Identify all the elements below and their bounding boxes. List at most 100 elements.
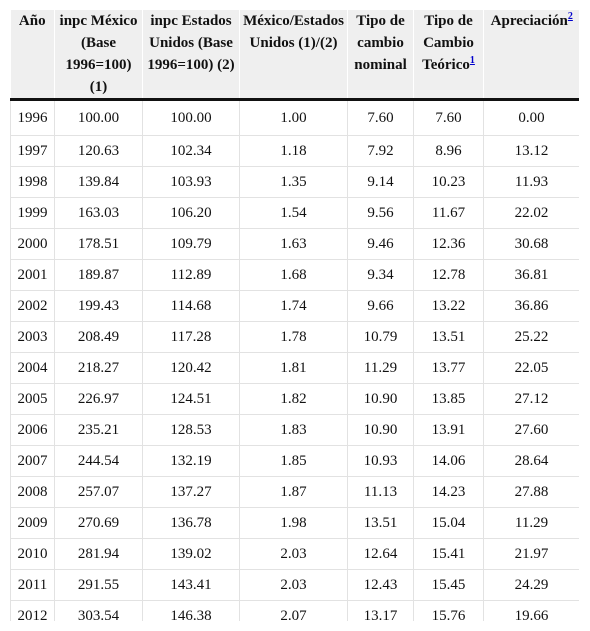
table-row: 2007 244.54 132.19 1.85 10.93 14.06 28.64 [10,445,579,477]
table-cell: 13.22 [413,290,484,322]
table-cell: 103.93 [142,166,240,198]
table-cell: 128.53 [142,414,240,446]
table-cell: 106.20 [142,197,240,229]
table-cell: 120.63 [54,135,143,167]
table-cell: 10.90 [347,414,414,446]
column-header-label: México/Estados Unidos (1)/(2) [243,13,344,51]
table-cell: 100.00 [54,99,143,136]
table-cell: 13.51 [347,507,414,539]
table-cell: 10.23 [413,166,484,198]
table-cell: 208.49 [54,321,143,353]
table-row: 2000 178.51 109.79 1.63 9.46 12.36 30.68 [10,228,579,260]
table-cell: 226.97 [54,383,143,415]
table-cell: 2011 [10,569,55,601]
table-cell: 1.00 [239,99,348,136]
table-row: 2012 303.54 146.38 2.07 13.17 15.76 19.66 [10,600,579,621]
table-cell: 1.82 [239,383,348,415]
table-cell: 102.34 [142,135,240,167]
column-header-label: inpc México (Base 1996=100) (1) [59,13,138,95]
table-cell: 11.29 [483,507,579,539]
table-cell: 12.43 [347,569,414,601]
table-container: Año inpc México (Base 1996=100) (1) inpc E… [10,10,579,621]
table-row: 2006 235.21 128.53 1.83 10.90 13.91 27.60 [10,414,579,446]
table-cell: 30.68 [483,228,579,260]
table-cell: 163.03 [54,197,143,229]
table-cell: 109.79 [142,228,240,260]
table-cell: 136.78 [142,507,240,539]
table-cell: 281.94 [54,538,143,570]
table-cell: 137.27 [142,476,240,508]
table-cell: 270.69 [54,507,143,539]
table-cell: 22.02 [483,197,579,229]
column-header: inpc México (Base 1996=100) (1) [54,10,143,101]
column-header-label: inpc Estados Unidos (Base 1996=100) (2) [147,13,235,73]
table-cell: 257.07 [54,476,143,508]
table-cell: 7.60 [413,99,484,136]
table-cell: 10.90 [347,383,414,415]
table-cell: 21.97 [483,538,579,570]
table-cell: 1.87 [239,476,348,508]
table-cell: 139.02 [142,538,240,570]
column-header-label: Tipo de cambio nominal [354,13,407,73]
table-cell: 1997 [10,135,55,167]
table-cell: 1.68 [239,259,348,291]
table-cell: 27.60 [483,414,579,446]
table-cell: 2006 [10,414,55,446]
table-cell: 9.34 [347,259,414,291]
table-cell: 1.78 [239,321,348,353]
table-cell: 291.55 [54,569,143,601]
table-cell: 27.12 [483,383,579,415]
table-row: 2003 208.49 117.28 1.78 10.79 13.51 25.22 [10,321,579,353]
table-cell: 112.89 [142,259,240,291]
table-cell: 7.60 [347,99,414,136]
table-cell: 235.21 [54,414,143,446]
table-cell: 2008 [10,476,55,508]
table-cell: 15.76 [413,600,484,621]
table-cell: 1.35 [239,166,348,198]
table-cell: 28.64 [483,445,579,477]
table-row: 1999 163.03 106.20 1.54 9.56 11.67 22.02 [10,197,579,229]
footnote-link[interactable]: 1 [469,55,475,66]
table-cell: 11.13 [347,476,414,508]
table-cell: 143.41 [142,569,240,601]
table-cell: 2005 [10,383,55,415]
table-cell: 1.18 [239,135,348,167]
table-cell: 8.96 [413,135,484,167]
table-cell: 12.36 [413,228,484,260]
table-cell: 27.88 [483,476,579,508]
table-cell: 218.27 [54,352,143,384]
table-cell: 2004 [10,352,55,384]
column-header: Apreciación2 [483,10,579,101]
column-header: México/Estados Unidos (1)/(2) [239,10,348,101]
table-cell: 11.29 [347,352,414,384]
table-cell: 1.81 [239,352,348,384]
column-header-label: Tipo de Cambio Teórico [422,13,474,73]
table-cell: 2010 [10,538,55,570]
table-cell: 9.66 [347,290,414,322]
column-header: Año [10,10,55,101]
exchange-rate-table: Año inpc México (Base 1996=100) (1) inpc E… [10,10,579,621]
table-cell: 7.92 [347,135,414,167]
table-cell: 11.93 [483,166,579,198]
table-row: 2008 257.07 137.27 1.87 11.13 14.23 27.88 [10,476,579,508]
table-row: 2002 199.43 114.68 1.74 9.66 13.22 36.86 [10,290,579,322]
table-row: 1998 139.84 103.93 1.35 9.14 10.23 11.93 [10,166,579,198]
table-cell: 2012 [10,600,55,621]
table-cell: 244.54 [54,445,143,477]
table-cell: 9.14 [347,166,414,198]
table-cell: 100.00 [142,99,240,136]
table-cell: 146.38 [142,600,240,621]
table-cell: 14.23 [413,476,484,508]
table-row: 1997 120.63 102.34 1.18 7.92 8.96 13.12 [10,135,579,167]
table-cell: 178.51 [54,228,143,260]
table-cell: 15.04 [413,507,484,539]
column-header: Tipo de Cambio Teórico1 [413,10,484,101]
table-cell: 13.91 [413,414,484,446]
table-cell: 15.41 [413,538,484,570]
footnote-link[interactable]: 2 [567,11,573,22]
column-header-label: Año [18,13,46,29]
table-cell: 1.83 [239,414,348,446]
table-header: Año inpc México (Base 1996=100) (1) inpc E… [10,10,579,101]
table-cell: 2.07 [239,600,348,621]
table-row: 2001 189.87 112.89 1.68 9.34 12.78 36.81 [10,259,579,291]
